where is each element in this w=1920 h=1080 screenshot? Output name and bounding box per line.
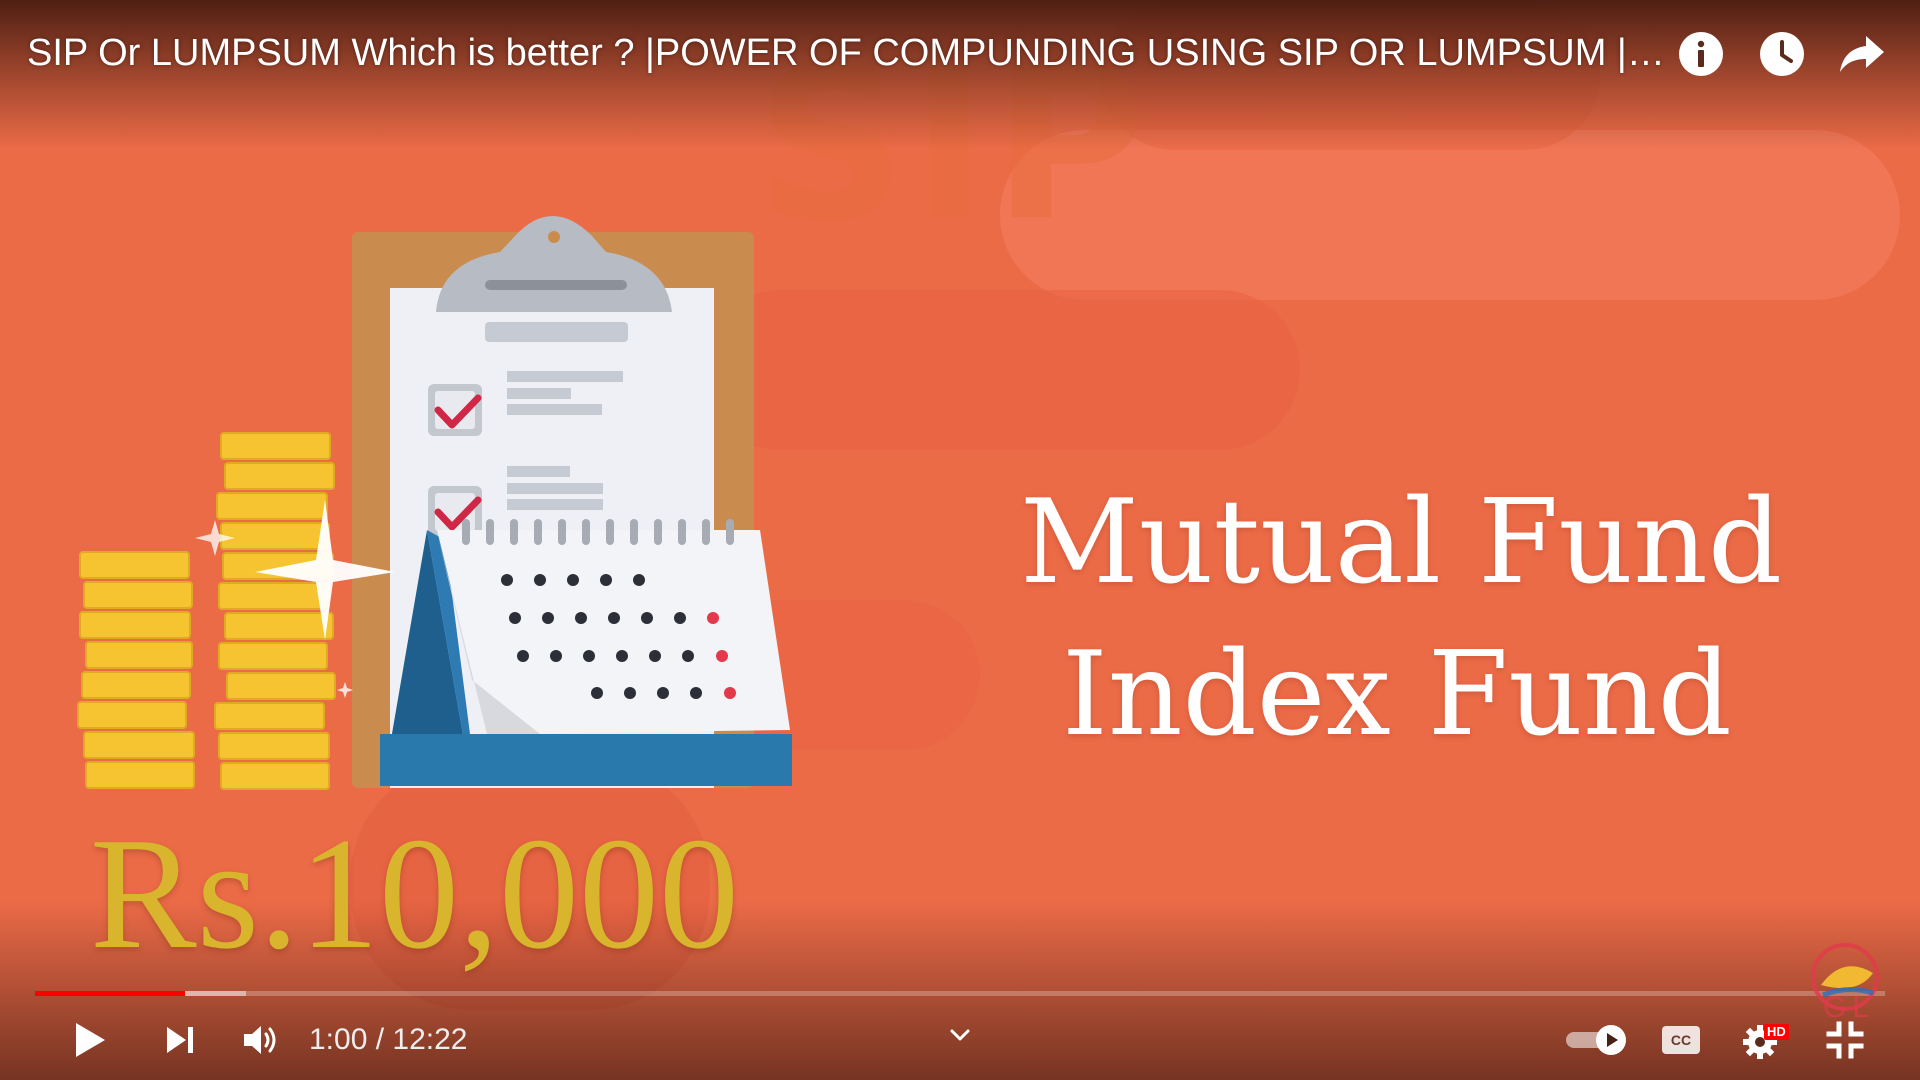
autoplay-toggle[interactable] [1564,1012,1630,1068]
info-button[interactable] [1677,30,1725,78]
time-display: 1:00 / 12:22 [309,1020,467,1060]
current-time: 1:00 [309,1023,368,1056]
amount-text: Rs.10,000 [90,804,739,982]
chapters-dropdown[interactable] [944,1020,976,1050]
settings-button[interactable]: HD [1738,1012,1794,1068]
info-icon [1679,32,1723,76]
gear-icon [1743,1025,1777,1059]
time-separator: / [367,1023,393,1056]
play-button[interactable] [65,1012,115,1068]
exit-fullscreen-icon [1826,1021,1864,1059]
channel-logo-text: GL [1823,991,1876,1024]
watch-later-button[interactable] [1758,30,1806,78]
progress-bar[interactable] [35,988,1885,998]
svg-text:CC: CC [1671,1032,1691,1048]
channel-logo[interactable]: GL [1803,935,1891,1025]
clock-icon [1760,32,1804,76]
progress-track [35,991,1885,996]
cc-icon: CC [1662,1026,1700,1054]
subtitles-button[interactable]: CC [1657,1012,1705,1068]
exit-fullscreen-button[interactable] [1820,1012,1870,1068]
volume-icon [244,1026,276,1054]
chevron-down-icon [950,1029,970,1041]
channel-logo-icon [1811,943,1879,1011]
next-button[interactable] [157,1012,203,1068]
duration: 12:22 [392,1023,468,1056]
share-icon [1840,36,1884,72]
share-button[interactable] [1838,30,1886,78]
play-icon [76,1023,105,1057]
top-gradient [0,0,1920,150]
autoplay-toggle-icon [1566,1025,1626,1055]
mutual-fund-text: Mutual Fund [1020,475,1783,610]
next-icon [167,1027,193,1053]
hd-badge: HD [1764,1024,1789,1040]
volume-button[interactable] [236,1012,286,1068]
index-fund-text: Index Fund [1062,627,1732,762]
progress-played [35,991,185,996]
video-title[interactable]: SIP Or LUMPSUM Which is better ? |POWER … [27,32,1667,74]
